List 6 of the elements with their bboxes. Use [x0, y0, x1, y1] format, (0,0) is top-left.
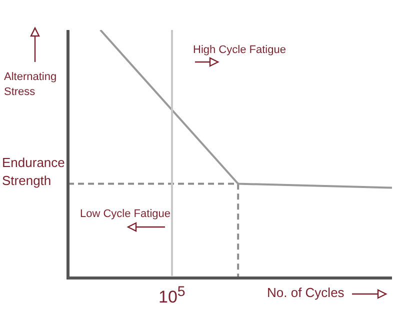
text: 10$^{5}$ [158, 284, 186, 308]
ref-line-label: Endurance Strength [2, 154, 65, 190]
annotation: Low Cycle Fatigue [80, 208, 170, 220]
y-axis-title: Alternating Stress [4, 70, 58, 100]
x-axis-title: No. of Cycles [267, 285, 344, 300]
annotation: High Cycle Fatigue [193, 44, 286, 56]
